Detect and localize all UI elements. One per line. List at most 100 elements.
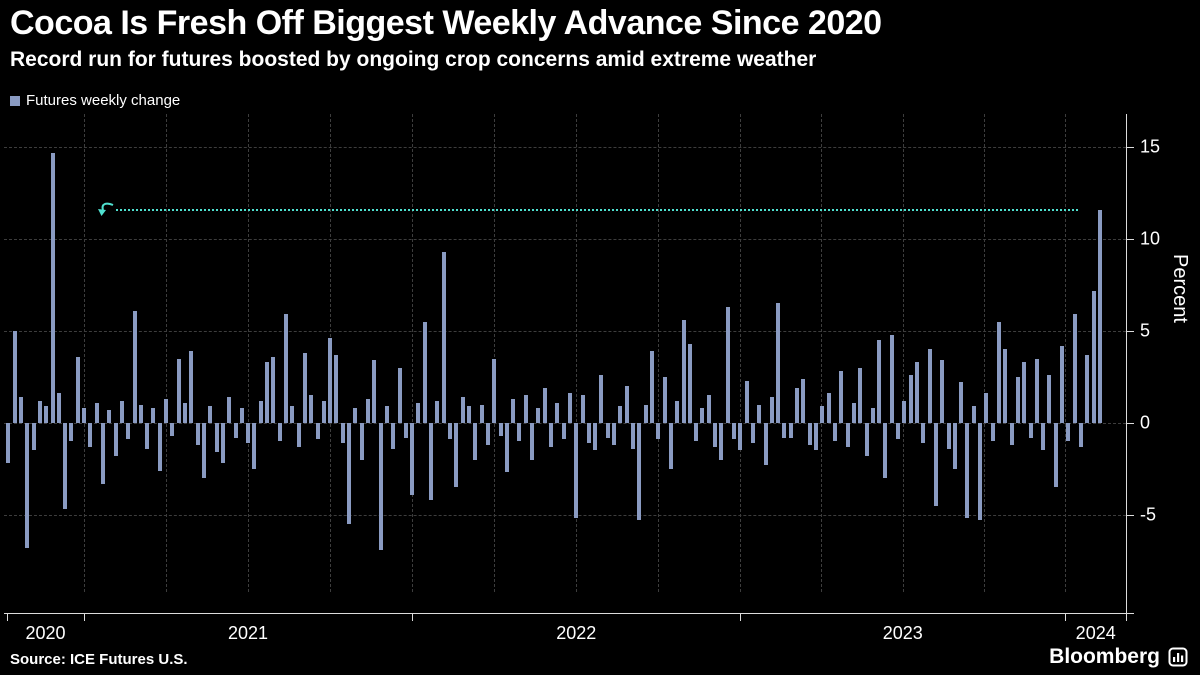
bar xyxy=(1009,422,1014,445)
v-gridline xyxy=(576,114,578,592)
bar xyxy=(126,422,131,440)
bar xyxy=(94,402,99,423)
bar xyxy=(681,319,686,423)
bar xyxy=(1072,314,1077,423)
bar xyxy=(63,422,68,510)
bar xyxy=(687,343,692,423)
bar xyxy=(795,387,799,423)
bar xyxy=(807,422,812,445)
x-axis-line xyxy=(4,613,1134,614)
h-gridline xyxy=(4,147,1126,149)
bar xyxy=(517,422,522,442)
bar xyxy=(586,422,591,444)
bar xyxy=(927,349,932,423)
bar xyxy=(1015,376,1020,423)
bar xyxy=(561,422,566,440)
y-tick xyxy=(1127,422,1134,424)
bar xyxy=(826,393,831,423)
bar xyxy=(454,422,459,488)
bar xyxy=(858,367,863,423)
bar xyxy=(391,422,396,449)
v-gridline xyxy=(494,114,496,592)
v-gridline xyxy=(740,114,742,592)
bar xyxy=(466,406,471,423)
bar xyxy=(1041,422,1046,451)
bar xyxy=(347,422,351,524)
bar xyxy=(530,422,534,460)
bar xyxy=(1066,422,1071,442)
y-axis-line xyxy=(1126,114,1127,613)
bar xyxy=(1047,375,1052,423)
bar xyxy=(69,422,74,442)
bar xyxy=(309,395,314,423)
bar xyxy=(946,422,951,449)
bar xyxy=(75,356,80,423)
bar xyxy=(649,351,654,423)
bar xyxy=(1034,358,1039,423)
bar xyxy=(138,404,143,423)
bar xyxy=(965,422,970,519)
bar xyxy=(990,422,995,442)
x-tick-label: 2021 xyxy=(228,623,269,643)
bar xyxy=(50,152,55,423)
bar xyxy=(555,402,560,423)
bar xyxy=(757,404,762,423)
bar xyxy=(31,422,36,451)
bar xyxy=(914,362,919,423)
bar xyxy=(384,406,389,423)
y-tick-label: 10 xyxy=(1140,228,1161,249)
bar xyxy=(302,353,307,423)
bar xyxy=(366,399,370,423)
bar xyxy=(479,404,484,423)
y-tick xyxy=(1127,330,1134,332)
bar xyxy=(119,400,124,423)
bar xyxy=(151,408,156,423)
bar xyxy=(485,422,490,445)
bar xyxy=(952,422,957,469)
legend: Futures weekly change xyxy=(10,92,180,109)
bar xyxy=(820,406,825,423)
y-tick-label: 0 xyxy=(1140,412,1151,433)
bar xyxy=(675,400,680,423)
bar xyxy=(618,406,623,423)
v-gridline xyxy=(248,114,250,592)
bar xyxy=(839,371,844,423)
bar xyxy=(599,375,604,423)
bar xyxy=(1003,349,1008,423)
bar xyxy=(82,408,86,423)
bar xyxy=(631,422,635,449)
bar xyxy=(593,422,598,451)
bar xyxy=(997,321,1001,423)
y-tick xyxy=(1127,514,1134,516)
bar xyxy=(239,408,244,423)
bar xyxy=(422,321,427,423)
chart-subtitle: Record run for futures boosted by ongoin… xyxy=(10,48,817,71)
bar xyxy=(416,402,421,423)
bar xyxy=(397,367,402,423)
bar xyxy=(277,422,282,442)
v-gridline xyxy=(412,114,414,592)
bar xyxy=(265,362,269,423)
bar xyxy=(511,399,516,423)
bar xyxy=(132,310,137,423)
bar xyxy=(233,422,238,438)
bar xyxy=(88,422,93,447)
h-gridline xyxy=(4,514,1126,516)
bar xyxy=(580,395,585,423)
x-tick-label: 2022 xyxy=(556,623,597,643)
v-gridline xyxy=(165,114,167,592)
x-tick xyxy=(1126,614,1127,621)
reference-arrow-icon xyxy=(98,202,114,216)
bar xyxy=(1060,345,1065,423)
bar xyxy=(296,422,301,447)
bar xyxy=(738,422,743,451)
bar xyxy=(107,410,112,423)
bar xyxy=(378,422,383,550)
bar xyxy=(429,422,434,501)
bar xyxy=(750,422,755,444)
bar xyxy=(612,422,617,445)
bar xyxy=(37,400,42,423)
y-axis-title: Percent xyxy=(1169,254,1191,323)
bar xyxy=(44,406,49,423)
v-gridline xyxy=(821,114,823,592)
